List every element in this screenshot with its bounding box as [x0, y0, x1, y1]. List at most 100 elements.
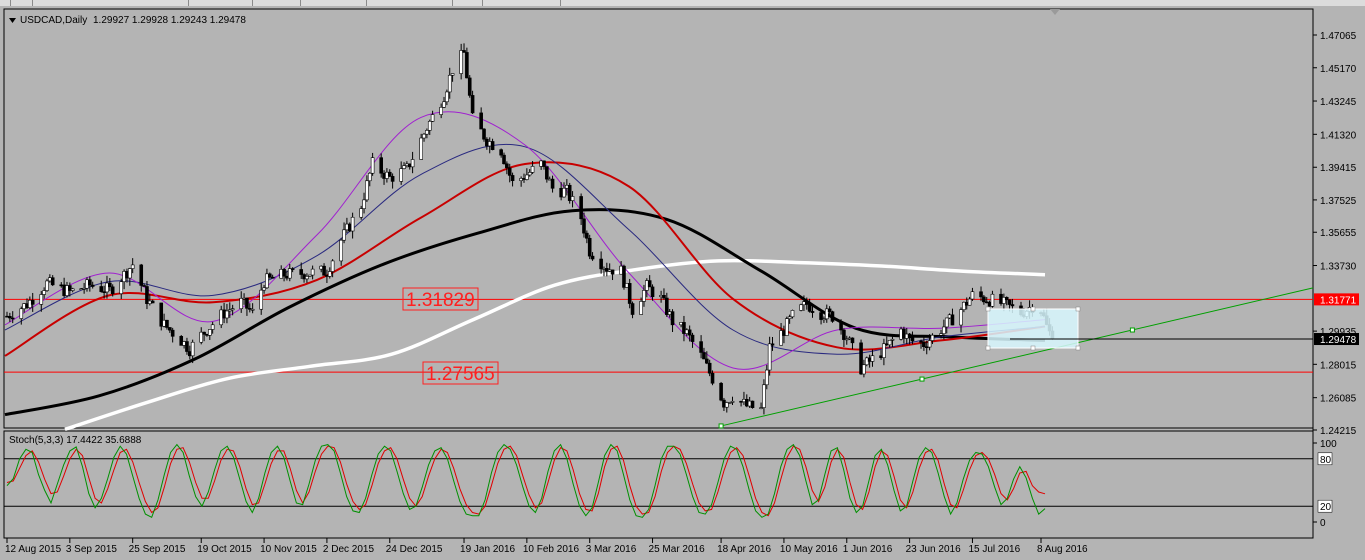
- candle-body: [667, 311, 672, 315]
- candle-body: [884, 343, 889, 346]
- candle-body: [142, 285, 146, 287]
- candle-body: [990, 293, 995, 307]
- candle-body: [5, 315, 9, 318]
- candle-body: [910, 337, 915, 342]
- candle-body: [385, 171, 389, 179]
- price-axis-label: 1.45170: [1320, 64, 1357, 75]
- candle-body: [547, 178, 552, 181]
- candle-body: [202, 331, 206, 335]
- candle-body: [859, 342, 863, 375]
- candle-body: [759, 407, 763, 409]
- candle-body: [879, 355, 883, 358]
- candle-body: [650, 286, 655, 298]
- candle-body: [687, 329, 692, 336]
- candle-body: [939, 333, 943, 336]
- candle-body: [984, 301, 989, 304]
- candle-body: [550, 178, 555, 189]
- candle-body: [148, 300, 152, 304]
- candle-body: [725, 402, 729, 408]
- price-axis-label: 1.26085: [1320, 394, 1357, 405]
- candle-body: [959, 309, 963, 326]
- candle-body: [85, 279, 89, 289]
- candle-body: [522, 178, 526, 180]
- candle-body: [642, 290, 646, 302]
- candle-body: [510, 175, 515, 181]
- candle-body: [630, 303, 635, 315]
- candle-body: [322, 265, 326, 276]
- candle-body: [665, 297, 669, 315]
- price-axis-current-label: 1.29478: [1320, 335, 1357, 346]
- time-axis-label: 18 Apr 2016: [717, 544, 771, 555]
- candle-body: [970, 291, 975, 300]
- candle-body: [459, 50, 463, 74]
- candle-body: [844, 338, 849, 341]
- candle-body: [302, 274, 306, 280]
- time-axis-label: 2 Dec 2015: [323, 544, 375, 555]
- candle-body: [242, 297, 246, 300]
- candle-body: [122, 271, 126, 283]
- ohlc-values: 1.29927 1.29928 1.29243 1.29478: [93, 15, 246, 26]
- candle-body: [499, 149, 503, 156]
- candle-body: [585, 232, 589, 239]
- candle-body: [927, 340, 932, 348]
- candle-body: [325, 274, 329, 277]
- candle-body: [822, 318, 826, 321]
- candle-body: [827, 308, 832, 312]
- candle-body: [947, 314, 952, 319]
- upper-level-label: 1.31829: [406, 290, 475, 311]
- candle-body: [899, 328, 903, 340]
- candle-body: [350, 216, 355, 232]
- candle-body: [307, 274, 312, 277]
- price-axis-level-badge: [1314, 293, 1359, 306]
- price-axis-label: 1.24215: [1320, 426, 1357, 437]
- candle-body: [904, 333, 909, 339]
- candle-body: [447, 74, 452, 93]
- symbol-menu-triangle-icon[interactable]: [9, 18, 16, 23]
- time-axis-label: 8 Aug 2016: [1037, 544, 1088, 555]
- candle-body: [48, 277, 52, 282]
- candle-body: [802, 301, 806, 306]
- price-axis-label: 1.43245: [1320, 97, 1357, 108]
- time-axis-label: 19 Jan 2016: [460, 544, 515, 555]
- time-axis-label: 3 Sep 2015: [66, 544, 118, 555]
- candle-body: [10, 317, 15, 320]
- candle-body: [182, 341, 186, 346]
- candle-body: [705, 358, 709, 364]
- candle-body: [419, 137, 423, 160]
- candle-body: [199, 331, 204, 343]
- candle-body: [902, 328, 906, 339]
- trendline-anchor-handle: [1129, 327, 1135, 333]
- candle-body: [8, 315, 12, 319]
- stochastic-label: Stoch(5,3,3) 17.4422 35.6888: [9, 435, 142, 446]
- candle-body: [625, 283, 629, 288]
- candle-body: [427, 121, 432, 131]
- candle-body: [245, 297, 249, 309]
- candle-body: [407, 163, 412, 168]
- candle-body: [582, 218, 586, 234]
- price-axis-label: 1.41320: [1320, 130, 1357, 141]
- candle-body: [347, 223, 352, 232]
- usdcad-daily-chart[interactable]: 1.47065 1.45170 1.43245 1.41320 1.39415 1.375…: [0, 6, 1365, 560]
- candle-body: [19, 308, 24, 319]
- candle-body: [282, 269, 286, 277]
- candle-body: [105, 282, 109, 293]
- candle-body: [42, 290, 46, 295]
- stoch-axis-label: 20: [1320, 502, 1332, 513]
- candle-body: [422, 133, 426, 139]
- toolbar-separator: [188, 0, 189, 6]
- price-axis-label: 1.37525: [1320, 196, 1357, 207]
- candle-body: [887, 340, 892, 346]
- candle-body: [330, 260, 335, 272]
- price-axis-label: 1.33730: [1320, 262, 1357, 273]
- candle-body: [507, 167, 512, 176]
- candle-body: [930, 334, 935, 341]
- stoch-axis-label: 100: [1320, 439, 1337, 450]
- candle-body: [1004, 297, 1009, 301]
- candle-body: [890, 338, 895, 341]
- candle-body: [870, 355, 875, 362]
- candle-body: [430, 114, 435, 122]
- candle-body: [767, 343, 772, 371]
- sma-purple-line: [4, 111, 1046, 370]
- candle-body: [770, 343, 775, 346]
- chart-shift-marker-icon[interactable]: [1050, 9, 1060, 15]
